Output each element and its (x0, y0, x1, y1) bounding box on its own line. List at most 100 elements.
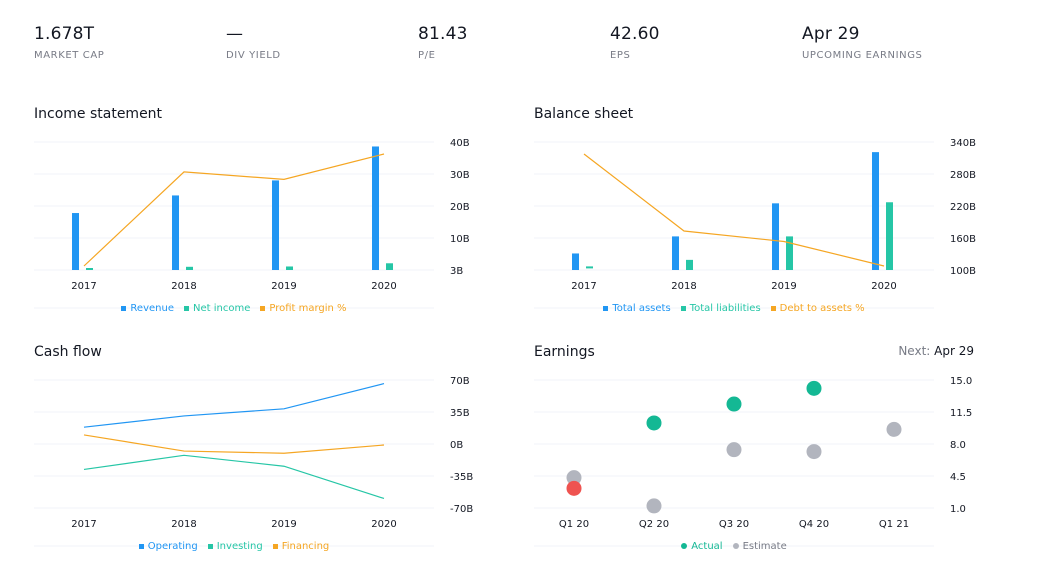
stat-label: UPCOMING EARNINGS (802, 50, 923, 61)
legend-swatch (770, 305, 776, 311)
x-tick-label: 2019 (771, 281, 796, 292)
point-actual (726, 396, 742, 412)
point-estimate (566, 470, 582, 486)
bar-revenue (272, 180, 279, 270)
stat-value: 42.60 (610, 24, 660, 44)
legend-item-financing[interactable]: Financing (272, 541, 330, 552)
y-tick-label: 280B (950, 170, 976, 181)
y-tick-label: 0B (450, 440, 463, 451)
legend-swatch (138, 543, 144, 549)
line-debt-to-assets (583, 153, 885, 267)
bar-total-assets (872, 152, 879, 270)
point-estimate (726, 442, 742, 458)
x-tick-label: 2020 (871, 281, 896, 292)
next-earnings: Next: Apr 29 (898, 344, 974, 358)
bar-revenue (172, 195, 179, 270)
chart-legend: Operating Investing Financing (34, 541, 434, 552)
income-statement-chart: 40B 30B 20B 10B 3B 2017 2018 2019 2020 (34, 138, 470, 309)
earnings-panel[interactable]: Earnings Next: Apr 29 15.0 11.5 8.0 4.5 1.0 Q… (534, 344, 1004, 564)
y-tick-label: 15.0 (950, 376, 972, 387)
legend-item-total-liabilities[interactable]: Total liabilities (680, 303, 761, 314)
point-actual (806, 380, 822, 396)
cash-flow-chart: 70B 35B 0B -35B -70B 2017 2018 2019 2020 (34, 376, 473, 547)
next-earnings-label: Next: (898, 344, 931, 358)
legend-label: Debt to assets % (779, 303, 865, 314)
legend-swatch (183, 305, 189, 311)
stat-label: P/E (418, 50, 436, 61)
legend-swatch (260, 305, 266, 311)
y-tick-label: 160B (950, 234, 976, 245)
legend-swatch (680, 305, 686, 311)
y-tick-label: 4.5 (950, 472, 966, 483)
stat-upcoming-earnings: Apr 29 UPCOMING EARNINGS (802, 24, 923, 61)
legend-swatch (272, 543, 278, 549)
legend-item-net-income[interactable]: Net income (183, 303, 251, 314)
point-actual (566, 480, 582, 496)
legend-item-operating[interactable]: Operating (138, 541, 198, 552)
bar-total-assets (672, 236, 679, 270)
legend-item-total-assets[interactable]: Total assets (603, 303, 671, 314)
line-profit-margin (83, 153, 385, 267)
legend-item-investing[interactable]: Investing (207, 541, 263, 552)
income-statement-panel[interactable]: Income statement 40B 30B 20B 10B 3B 2017 2018 2… (34, 106, 504, 326)
stat-value: Apr 29 (802, 24, 860, 44)
legend-label: Net income (192, 303, 251, 314)
bar-revenue (372, 146, 379, 270)
stat-market-cap: 1.678T MARKET CAP (34, 24, 104, 61)
point-estimate (646, 498, 662, 514)
stat-label: MARKET CAP (34, 50, 105, 61)
legend-item-debt-to-assets[interactable]: Debt to assets % (770, 303, 865, 314)
x-tick-label: Q4 20 (799, 519, 829, 530)
balance-sheet-panel[interactable]: Balance sheet 340B 280B 220B 160B 100B 2017 20… (534, 106, 1004, 326)
y-tick-label: 1.0 (950, 504, 966, 515)
legend-label: Revenue (130, 303, 174, 314)
bar-total-liabilities (886, 202, 893, 270)
stat-div-yield: — DIV YIELD (226, 24, 281, 61)
cash-flow-panel[interactable]: Cash flow 70B 35B 0B -35B -70B 2017 2018 2019 20… (34, 344, 504, 564)
y-tick-label: 8.0 (950, 440, 966, 451)
stat-value: 81.43 (418, 24, 468, 44)
earnings-chart: 15.0 11.5 8.0 4.5 1.0 Q1 20 Q2 20 Q3 20 Q4 20 Q1 … (534, 376, 972, 547)
stat-pe: 81.43 P/E (418, 24, 468, 61)
legend-label: Profit margin % (269, 303, 347, 314)
y-tick-label: 3B (450, 266, 463, 277)
x-tick-label: Q3 20 (719, 519, 749, 530)
panel-title: Income statement (34, 106, 163, 122)
legend-item-profit-margin[interactable]: Profit margin % (260, 303, 347, 314)
point-estimate (806, 444, 822, 460)
legend-item-revenue[interactable]: Revenue (121, 303, 174, 314)
legend-swatch (207, 543, 213, 549)
panel-title: Earnings (534, 344, 595, 360)
y-tick-label: 20B (450, 202, 470, 213)
y-tick-label: -35B (450, 472, 473, 483)
x-tick-label: 2018 (671, 281, 696, 292)
bar-total-liabilities (786, 236, 793, 270)
legend-label: Total assets (612, 303, 671, 314)
panel-title: Cash flow (34, 344, 102, 360)
legend-label: Estimate (742, 541, 787, 552)
legend-label: Operating (147, 541, 198, 552)
legend-swatch (121, 305, 127, 311)
legend-item-actual[interactable]: Actual (681, 541, 723, 552)
balance-sheet-chart: 340B 280B 220B 160B 100B 2017 2018 2019 2020 (534, 138, 976, 309)
y-tick-label: 40B (450, 138, 470, 149)
y-tick-label: 10B (450, 234, 470, 245)
x-tick-label: 2020 (371, 281, 396, 292)
chart-legend: Total assets Total liabilities Debt to ass… (534, 303, 934, 314)
stat-label: EPS (610, 50, 631, 61)
x-tick-label: 2018 (171, 281, 196, 292)
line-financing (83, 434, 385, 454)
next-earnings-date: Apr 29 (934, 344, 974, 358)
point-actual (646, 415, 662, 431)
legend-swatch (732, 543, 739, 549)
y-tick-label: 70B (450, 376, 470, 387)
y-tick-label: 340B (950, 138, 976, 149)
legend-label: Financing (281, 541, 330, 552)
legend-swatch (681, 543, 688, 549)
y-tick-label: 35B (450, 408, 470, 419)
panel-title: Balance sheet (534, 106, 634, 122)
bar-net-income (386, 263, 393, 270)
stat-label: DIV YIELD (226, 50, 281, 61)
x-tick-label: 2020 (371, 519, 396, 530)
legend-item-estimate[interactable]: Estimate (732, 541, 787, 552)
